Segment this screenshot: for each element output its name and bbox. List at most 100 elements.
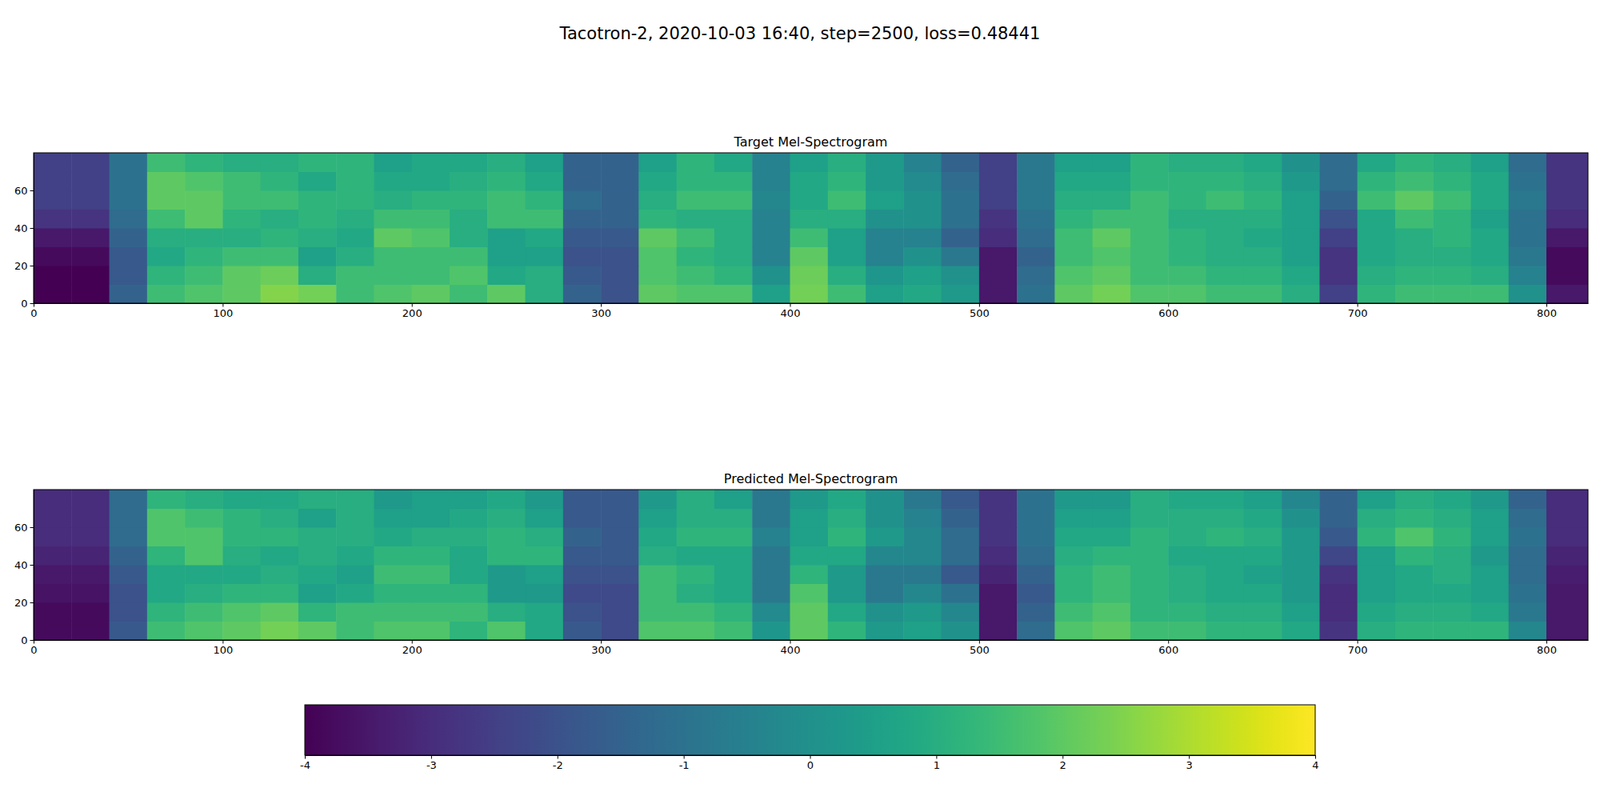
heatmap-cell (1508, 190, 1548, 210)
heatmap-cell (147, 489, 186, 509)
tick: 700 (1348, 303, 1368, 320)
tick: 40 (14, 559, 34, 572)
heatmap-cell (752, 265, 791, 285)
heatmap-cells (33, 489, 1588, 640)
heatmap-cell (449, 508, 488, 528)
heatmap-cell (1206, 284, 1245, 304)
heatmap-cell (1168, 247, 1207, 267)
heatmap-cell (298, 172, 337, 192)
heatmap-cell (298, 621, 337, 641)
heatmap-cell (298, 190, 337, 210)
tick-label: 3 (1185, 759, 1192, 772)
heatmap-cell (184, 489, 224, 509)
heatmap-cell (789, 621, 828, 641)
heatmap-cell (1281, 152, 1320, 172)
heatmap-cell (1546, 228, 1588, 248)
heatmap-cell (828, 265, 867, 285)
heatmap-cell (298, 546, 337, 566)
heatmap-cell (1319, 564, 1358, 584)
heatmap-cell (1016, 602, 1056, 622)
heatmap-cell (412, 209, 451, 229)
heatmap-cell (1206, 546, 1245, 566)
heatmap-cell (109, 527, 148, 547)
heatmap-cell (1508, 527, 1548, 547)
heatmap-cell (1546, 247, 1588, 267)
heatmap-cell (1130, 172, 1169, 192)
heatmap-cell (1016, 152, 1056, 172)
heatmap-cell (1508, 172, 1548, 192)
heatmap-cell (1244, 508, 1283, 528)
heatmap-cell (1432, 284, 1472, 304)
heatmap-cell (1168, 584, 1207, 604)
heatmap-cell (222, 602, 261, 622)
heatmap-cell (449, 489, 488, 509)
tick-mark (30, 303, 35, 304)
tick-label: 800 (1536, 307, 1557, 320)
heatmap-cell (1395, 508, 1434, 528)
heatmap-cell (1206, 602, 1245, 622)
heatmap-cell (33, 564, 72, 584)
heatmap-cell (184, 527, 224, 547)
heatmap-cell (373, 602, 412, 622)
heatmap-cell (1206, 527, 1245, 547)
heatmap-cell (222, 527, 261, 547)
heatmap-cell (222, 584, 261, 604)
heatmap-cell (260, 564, 300, 584)
heatmap-cell (33, 152, 72, 172)
heatmap-cell (1546, 621, 1588, 641)
heatmap-cell (979, 489, 1018, 509)
heatmap-cell (865, 584, 904, 604)
heatmap-cell (865, 546, 904, 566)
heatmap-cell (1130, 546, 1169, 566)
heatmap-cell (563, 152, 602, 172)
panel-title: Predicted Mel-Spectrogram (724, 471, 898, 487)
heatmap-cell (412, 527, 451, 547)
heatmap-cell (789, 228, 828, 248)
heatmap-cell (752, 621, 791, 641)
heatmap-cell (1357, 546, 1396, 566)
heatmap-cell (109, 209, 148, 229)
heatmap-cell (1432, 621, 1472, 641)
heatmap-cell (1168, 284, 1207, 304)
tick: 100 (212, 640, 233, 656)
heatmap-cell (147, 564, 186, 584)
heatmap-cell (638, 284, 677, 304)
tick-label: 500 (969, 644, 990, 656)
heatmap-cell (33, 546, 72, 566)
heatmap-cell (1092, 265, 1132, 285)
heatmap-cell (1206, 564, 1245, 584)
heatmap-cell (184, 284, 224, 304)
heatmap-cell (109, 564, 148, 584)
heatmap-cell (1130, 265, 1169, 285)
heatmap-cell (1092, 546, 1132, 566)
heatmap-cell (1092, 489, 1132, 509)
heatmap-cell (1357, 621, 1396, 641)
heatmap-cell (903, 546, 942, 566)
heatmap-cell (714, 265, 753, 285)
heatmap-cell (1432, 209, 1472, 229)
heatmap-cell (1168, 190, 1207, 210)
heatmap-cell (1054, 508, 1093, 528)
heatmap-cell (941, 602, 980, 622)
heatmap-cell (828, 546, 867, 566)
heatmap-cell (1357, 172, 1396, 192)
heatmap-cell (373, 247, 412, 267)
heatmap-cell (752, 527, 791, 547)
heatmap-cell (1244, 584, 1283, 604)
heatmap-cell (1319, 247, 1358, 267)
heatmap-cell (525, 508, 564, 528)
heatmap-cell (1357, 527, 1396, 547)
heatmap-cell (449, 172, 488, 192)
heatmap-cell (1470, 284, 1509, 304)
tick-label: 400 (780, 644, 801, 656)
heatmap-cell (1130, 584, 1169, 604)
heatmap-cell (865, 527, 904, 547)
heatmap-cell (298, 584, 337, 604)
heatmap-cell (449, 152, 488, 172)
heatmap-cell (1168, 228, 1207, 248)
heatmap-cell (1054, 546, 1093, 566)
heatmap-cell (828, 228, 867, 248)
heatmap-cell (412, 247, 451, 267)
heatmap-cell (1092, 621, 1132, 641)
heatmap-cell (1092, 602, 1132, 622)
